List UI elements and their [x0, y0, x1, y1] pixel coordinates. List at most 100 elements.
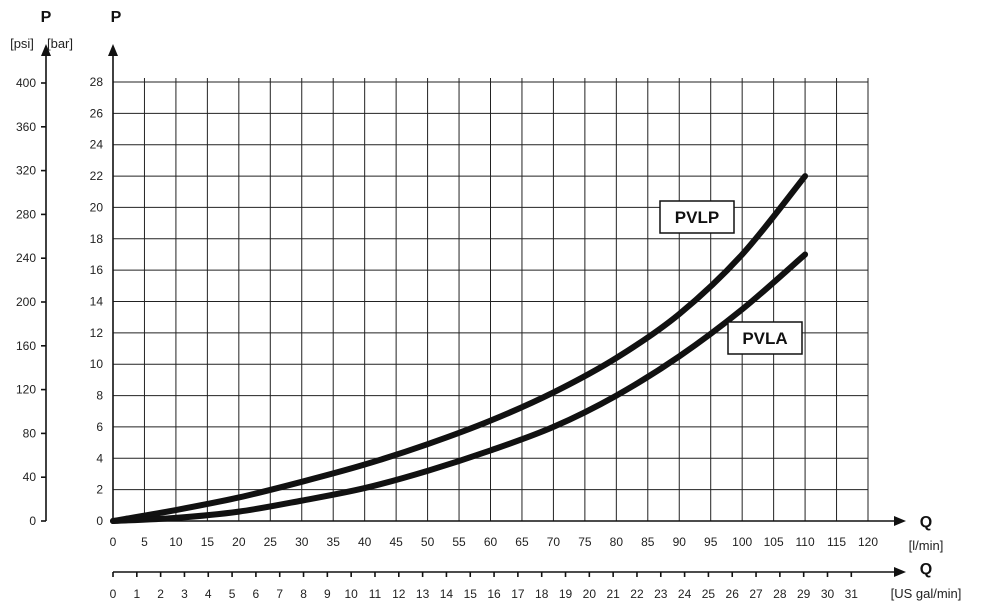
series-label-pvla-text: PVLA	[742, 329, 787, 348]
psi-tick-label: 280	[16, 207, 36, 221]
lmin-tick-label: 30	[295, 535, 309, 549]
psi-tick-label: 240	[16, 251, 36, 265]
gpm-tick-label: 5	[229, 587, 236, 601]
bar-tick-label: 16	[90, 263, 104, 277]
psi-tick-label: 160	[16, 339, 36, 353]
bar-tick-label: 4	[96, 451, 103, 465]
gpm-tick-label: 25	[702, 587, 716, 601]
gpm-tick-label: 19	[559, 587, 573, 601]
bar-tick-label: 10	[90, 357, 104, 371]
gpm-tick-label: 10	[344, 587, 358, 601]
bar-tick-label: 18	[90, 232, 104, 246]
gpm-tick-label: 30	[821, 587, 835, 601]
bar-tick-label: 6	[96, 420, 103, 434]
gpm-axis-unit: [US gal/min]	[891, 586, 962, 601]
lmin-tick-label: 85	[641, 535, 655, 549]
lmin-tick-label: 100	[732, 535, 752, 549]
gpm-tick-label: 31	[845, 587, 859, 601]
gpm-tick-label: 8	[300, 587, 307, 601]
lmin-tick-label: 105	[764, 535, 784, 549]
gpm-tick-label: 15	[464, 587, 478, 601]
psi-tick-label: 200	[16, 295, 36, 309]
psi-tick-label: 360	[16, 120, 36, 134]
lmin-axis-arrow	[894, 516, 906, 526]
series-label-pvlp: PVLP	[659, 200, 735, 234]
gpm-tick-label: 27	[749, 587, 763, 601]
psi-axis-title: P	[41, 9, 52, 26]
lmin-tick-label: 120	[858, 535, 878, 549]
lmin-tick-label: 90	[673, 535, 687, 549]
bar-tick-label: 8	[96, 389, 103, 403]
gpm-tick-label: 23	[654, 587, 668, 601]
lmin-tick-label: 65	[515, 535, 529, 549]
axes: 0246810121416182022242628040801201602002…	[16, 44, 906, 601]
gpm-tick-label: 6	[253, 587, 260, 601]
gpm-tick-label: 16	[487, 587, 501, 601]
lmin-tick-label: 35	[327, 535, 341, 549]
gpm-tick-label: 14	[440, 587, 454, 601]
curves	[110, 173, 809, 524]
lmin-tick-label: 15	[201, 535, 215, 549]
gpm-tick-label: 17	[511, 587, 525, 601]
lmin-tick-label: 50	[421, 535, 435, 549]
lmin-tick-label: 70	[547, 535, 561, 549]
lmin-axis-unit: [l/min]	[909, 538, 944, 553]
grid	[112, 78, 869, 522]
bar-axis-title: P	[111, 9, 122, 26]
psi-tick-label: 0	[29, 514, 36, 528]
psi-tick-label: 120	[16, 383, 36, 397]
psi-tick-label: 320	[16, 164, 36, 178]
lmin-tick-label: 45	[389, 535, 403, 549]
lmin-tick-label: 5	[141, 535, 148, 549]
gpm-tick-label: 12	[392, 587, 406, 601]
gpm-tick-label: 28	[773, 587, 787, 601]
gpm-tick-label: 3	[181, 587, 188, 601]
gpm-tick-label: 11	[369, 587, 382, 601]
gpm-tick-label: 4	[205, 587, 212, 601]
bar-tick-label: 14	[90, 295, 104, 309]
lmin-tick-label: 80	[610, 535, 624, 549]
lmin-axis-title: Q	[920, 514, 932, 531]
lmin-tick-label: 25	[264, 535, 278, 549]
gpm-tick-label: 21	[606, 587, 620, 601]
lmin-tick-label: 10	[169, 535, 183, 549]
gpm-tick-label: 13	[416, 587, 430, 601]
lmin-tick-label: 55	[452, 535, 466, 549]
bar-tick-label: 28	[90, 75, 104, 89]
gpm-axis-arrow	[894, 567, 906, 577]
lmin-tick-label: 110	[796, 535, 815, 549]
gpm-tick-label: 29	[797, 587, 811, 601]
lmin-tick-label: 60	[484, 535, 498, 549]
bar-tick-label: 0	[96, 514, 103, 528]
lmin-tick-label: 20	[232, 535, 246, 549]
psi-tick-label: 400	[16, 76, 36, 90]
bar-axis-unit: [bar]	[47, 36, 73, 51]
bar-tick-label: 12	[90, 326, 104, 340]
bar-tick-label: 22	[90, 169, 104, 183]
gpm-tick-label: 24	[678, 587, 692, 601]
lmin-tick-label: 115	[827, 535, 846, 549]
psi-tick-label: 80	[23, 426, 37, 440]
bar-tick-label: 24	[90, 138, 104, 152]
lmin-tick-label: 0	[110, 535, 117, 549]
gpm-tick-label: 9	[324, 587, 331, 601]
bar-axis-arrow	[108, 44, 118, 56]
gpm-tick-label: 0	[110, 587, 117, 601]
gpm-tick-label: 18	[535, 587, 549, 601]
series-label-pvlp-text: PVLP	[675, 208, 719, 227]
lmin-tick-label: 40	[358, 535, 372, 549]
lmin-tick-label: 95	[704, 535, 718, 549]
bar-tick-label: 2	[96, 483, 103, 497]
psi-tick-label: 40	[23, 470, 37, 484]
series-line-pvlp	[110, 173, 809, 524]
gpm-tick-label: 26	[726, 587, 740, 601]
psi-axis-unit: [psi]	[10, 36, 34, 51]
gpm-tick-label: 7	[276, 587, 283, 601]
gpm-tick-label: 2	[157, 587, 164, 601]
series-label-pvla: PVLA	[727, 321, 803, 355]
gpm-tick-label: 1	[133, 587, 140, 601]
gpm-axis-title: Q	[920, 561, 932, 578]
psi-axis-arrow	[41, 44, 51, 56]
bar-tick-label: 20	[90, 200, 104, 214]
